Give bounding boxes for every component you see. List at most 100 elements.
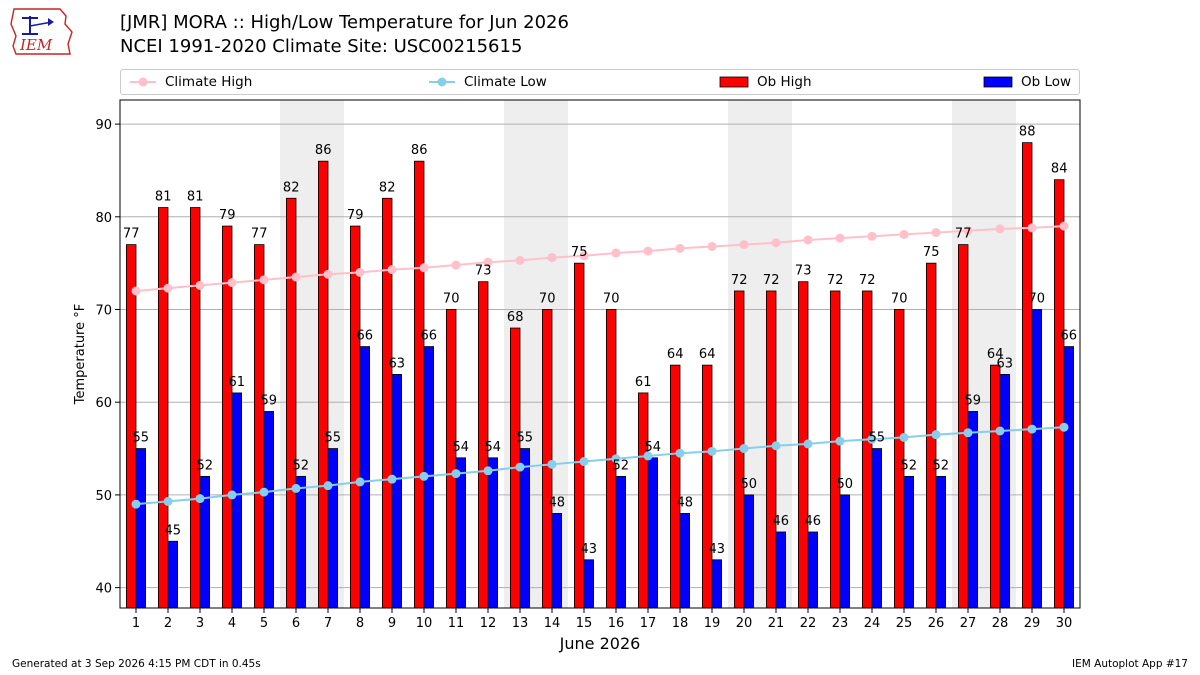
- ob-high-bar-day-7: [317, 160, 329, 609]
- ob-low-bar-day-17: [647, 457, 659, 609]
- ob-low-bar-day-12: [487, 457, 499, 609]
- climate-high-point-day-30: [1059, 221, 1069, 231]
- ob-low-label-day-28: 63: [997, 356, 1014, 371]
- climate-low-point-day-11: [451, 469, 461, 479]
- ob-high-bar-day-30: [1054, 179, 1065, 609]
- x-tick-label-5: 5: [260, 616, 268, 631]
- ob-low-label-day-13: 55: [517, 431, 534, 446]
- y-tick-label-50: 50: [95, 489, 112, 504]
- ob-low-bar-day-8: [359, 346, 371, 609]
- climate-low-point-day-22: [803, 439, 813, 449]
- legend-ob-high-label: Ob High: [757, 74, 812, 90]
- ob-low-label-day-20: 50: [741, 477, 758, 492]
- ob-low-label-day-27: 59: [965, 393, 982, 408]
- ob-high-bar-day-19: [702, 364, 713, 609]
- ob-high-label-day-25: 70: [891, 292, 908, 307]
- climate-high-point-day-23: [835, 233, 845, 243]
- weekend-shade-day-21: [760, 100, 792, 608]
- legend-climate-low-label: Climate Low: [464, 74, 547, 90]
- ob-low-label-day-12: 54: [485, 440, 502, 455]
- x-tick-label-17: 17: [640, 616, 657, 631]
- ob-low-label-day-22: 46: [805, 514, 822, 529]
- climate-low-point-day-3: [195, 494, 205, 504]
- ob-low-bar-day-14: [551, 513, 563, 609]
- climate-high-point-day-10: [419, 263, 429, 273]
- ob-low-bar-day-19: [711, 559, 723, 609]
- y-tick-label-60: 60: [95, 396, 112, 411]
- ob-low-label-day-8: 66: [357, 329, 374, 344]
- ob-high-bar-day-25: [894, 309, 905, 609]
- ob-low-label-day-11: 54: [453, 440, 470, 455]
- climate-high-point-day-3: [195, 280, 205, 290]
- ob-high-label-day-11: 70: [443, 292, 460, 307]
- legend-ob-high-marker: [719, 76, 749, 88]
- ob-high-bar-day-27: [958, 244, 969, 609]
- x-tick-label-2: 2: [164, 616, 172, 631]
- ob-low-bar-day-7: [327, 448, 339, 609]
- weather-station-icon: [22, 16, 54, 35]
- ob-low-label-day-10: 66: [421, 329, 438, 344]
- ob-low-label-day-26: 52: [933, 458, 950, 473]
- ob-low-bar-day-10: [423, 346, 435, 609]
- chart-title: [JMR] MORA :: High/Low Temperature for J…: [120, 12, 569, 33]
- climate-low-point-day-15: [579, 457, 589, 467]
- ob-low-bar-day-9: [391, 373, 403, 609]
- legend-ob-low-marker: [983, 76, 1013, 88]
- ob-high-bar-day-16: [606, 309, 617, 609]
- legend-ob-low: Ob Low: [983, 70, 1071, 94]
- climate-high-line: [135, 225, 1065, 292]
- ob-high-label-day-8: 79: [347, 208, 364, 223]
- ob-high-bar-day-11: [445, 309, 457, 609]
- ob-low-bar-day-4: [231, 392, 243, 609]
- climate-low-point-day-5: [259, 487, 269, 497]
- climate-low-point-day-14: [547, 459, 557, 469]
- ob-low-label-day-24: 55: [869, 431, 886, 446]
- ob-high-bar-day-1: [126, 244, 137, 609]
- ob-low-bar-day-25: [903, 475, 915, 609]
- ob-high-label-day-21: 72: [763, 273, 780, 288]
- ob-low-bar-day-30: [1063, 346, 1075, 609]
- climate-low-point-day-4: [227, 490, 237, 500]
- logo-text: IEM: [19, 36, 53, 54]
- ob-high-label-day-18: 64: [667, 347, 684, 362]
- climate-low-point-day-10: [419, 471, 429, 481]
- x-tick-label-13: 13: [512, 616, 529, 631]
- ob-low-bar-day-24: [871, 448, 883, 609]
- ob-high-label-day-29: 88: [1019, 125, 1036, 140]
- ob-high-label-day-7: 86: [315, 143, 332, 158]
- ob-low-bar-day-16: [615, 475, 627, 609]
- x-tick-label-1: 1: [132, 616, 140, 631]
- ob-high-bar-day-18: [670, 364, 681, 609]
- ob-high-label-day-2: 81: [155, 190, 172, 205]
- climate-low-point-day-16: [611, 454, 621, 464]
- ob-high-label-day-22: 73: [795, 264, 812, 279]
- ob-high-bar-day-4: [221, 225, 233, 609]
- ob-high-label-day-13: 68: [507, 310, 524, 325]
- ob-low-label-day-15: 43: [581, 542, 598, 557]
- ob-high-label-day-1: 77: [123, 227, 140, 242]
- ob-low-label-day-5: 59: [261, 393, 278, 408]
- x-tick-label-18: 18: [672, 616, 689, 631]
- ob-low-label-day-14: 48: [549, 495, 566, 510]
- legend: Climate High Climate Low Ob High Ob Low: [120, 69, 1080, 95]
- climate-high-point-day-2: [163, 283, 173, 293]
- ob-high-bar-day-17: [638, 392, 649, 609]
- ob-low-label-day-21: 46: [773, 514, 790, 529]
- x-tick-label-22: 22: [800, 616, 817, 631]
- ob-low-label-day-2: 45: [165, 523, 182, 538]
- ob-high-bar-day-21: [766, 290, 777, 609]
- ob-high-bar-day-26: [926, 262, 937, 609]
- y-tick-label-40: 40: [95, 582, 112, 597]
- ob-low-label-day-19: 43: [709, 542, 726, 557]
- ob-high-bar-day-10: [413, 160, 425, 609]
- climate-low-point-day-21: [771, 441, 781, 451]
- weekend-shade-day-20: [728, 100, 760, 608]
- climate-low-point-day-20: [739, 444, 749, 454]
- climate-high-point-day-14: [547, 253, 557, 263]
- legend-climate-low: Climate Low: [428, 70, 547, 94]
- ob-low-bar-day-1: [135, 448, 147, 609]
- climate-high-point-day-8: [355, 267, 365, 277]
- climate-high-point-day-5: [259, 275, 269, 285]
- climate-low-point-day-7: [323, 481, 333, 491]
